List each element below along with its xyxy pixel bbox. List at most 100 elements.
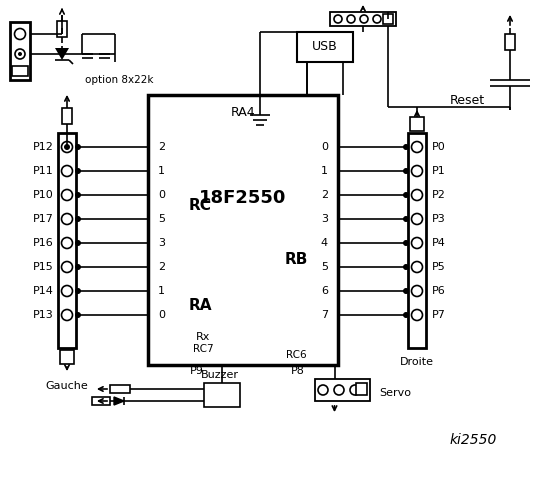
Text: 18F2550: 18F2550: [199, 189, 286, 206]
Text: 5: 5: [158, 214, 165, 224]
Text: P7: P7: [432, 310, 446, 320]
Text: 3: 3: [158, 238, 165, 248]
Text: P3: P3: [432, 214, 446, 224]
Circle shape: [61, 166, 72, 177]
Circle shape: [411, 142, 422, 153]
Text: P6: P6: [432, 286, 446, 296]
Text: 3: 3: [321, 214, 328, 224]
Text: P15: P15: [33, 262, 54, 272]
Text: Droite: Droite: [400, 357, 434, 367]
Text: P1: P1: [432, 166, 446, 176]
Text: Reset: Reset: [450, 94, 485, 107]
Bar: [383, 14, 393, 24]
Circle shape: [75, 264, 81, 270]
Text: ki2550: ki2550: [450, 433, 497, 447]
Text: P13: P13: [33, 310, 54, 320]
Text: Servo: Servo: [379, 388, 411, 398]
Circle shape: [14, 28, 25, 39]
Circle shape: [411, 238, 422, 249]
Circle shape: [403, 216, 409, 222]
Bar: [62, 108, 72, 124]
Text: Buzzer: Buzzer: [201, 370, 239, 380]
Circle shape: [61, 310, 72, 321]
Bar: [204, 383, 240, 407]
Circle shape: [373, 15, 381, 23]
Text: 5: 5: [321, 262, 328, 272]
Circle shape: [411, 214, 422, 225]
Polygon shape: [55, 48, 69, 60]
Circle shape: [75, 312, 81, 318]
Text: P14: P14: [33, 286, 54, 296]
Circle shape: [75, 144, 81, 150]
Text: USB: USB: [312, 40, 338, 53]
Text: P17: P17: [33, 214, 54, 224]
Text: RA: RA: [188, 298, 212, 312]
Circle shape: [411, 166, 422, 177]
Bar: [297, 32, 353, 62]
Text: RB: RB: [284, 252, 307, 267]
Circle shape: [360, 15, 368, 23]
Bar: [505, 34, 515, 50]
Bar: [12, 66, 28, 76]
Circle shape: [61, 142, 72, 153]
Text: 0: 0: [321, 142, 328, 152]
Text: P8: P8: [291, 366, 305, 376]
Text: RC6: RC6: [286, 350, 306, 360]
Circle shape: [18, 52, 22, 56]
Text: option 8x22k: option 8x22k: [85, 75, 154, 85]
Text: P5: P5: [432, 262, 446, 272]
Text: RA4: RA4: [231, 107, 255, 120]
Circle shape: [411, 190, 422, 201]
Circle shape: [403, 168, 409, 174]
Circle shape: [403, 288, 409, 294]
Circle shape: [61, 214, 72, 225]
Circle shape: [75, 192, 81, 198]
Circle shape: [347, 15, 355, 23]
Circle shape: [334, 385, 344, 395]
Circle shape: [75, 288, 81, 294]
Text: P11: P11: [33, 166, 54, 176]
Text: 0: 0: [158, 190, 165, 200]
Bar: [60, 350, 74, 364]
Bar: [148, 95, 338, 365]
Circle shape: [411, 262, 422, 273]
Circle shape: [61, 238, 72, 249]
Text: Gauche: Gauche: [46, 381, 88, 391]
Circle shape: [318, 385, 328, 395]
Circle shape: [411, 286, 422, 297]
Text: 2: 2: [158, 142, 165, 152]
Circle shape: [403, 192, 409, 198]
Text: P16: P16: [33, 238, 54, 248]
Bar: [356, 383, 367, 395]
Text: 2: 2: [321, 190, 328, 200]
Circle shape: [75, 216, 81, 222]
Circle shape: [403, 312, 409, 318]
Text: P10: P10: [33, 190, 54, 200]
Text: RC: RC: [189, 197, 211, 213]
Text: 2: 2: [158, 262, 165, 272]
Circle shape: [61, 262, 72, 273]
Text: Rx: Rx: [196, 332, 210, 342]
Circle shape: [334, 15, 342, 23]
Circle shape: [350, 385, 360, 395]
Circle shape: [75, 240, 81, 246]
Bar: [92, 397, 110, 405]
Text: P2: P2: [432, 190, 446, 200]
Bar: [57, 21, 67, 37]
Text: P4: P4: [432, 238, 446, 248]
Text: 6: 6: [321, 286, 328, 296]
Circle shape: [64, 144, 70, 150]
Text: P12: P12: [33, 142, 54, 152]
Bar: [315, 379, 370, 401]
Circle shape: [61, 190, 72, 201]
Circle shape: [403, 264, 409, 270]
Circle shape: [15, 49, 25, 59]
Polygon shape: [114, 397, 124, 405]
Circle shape: [403, 240, 409, 246]
Text: 7: 7: [321, 310, 328, 320]
Bar: [110, 385, 130, 393]
Circle shape: [411, 310, 422, 321]
Bar: [10, 22, 30, 80]
Bar: [408, 133, 426, 348]
Text: 1: 1: [321, 166, 328, 176]
